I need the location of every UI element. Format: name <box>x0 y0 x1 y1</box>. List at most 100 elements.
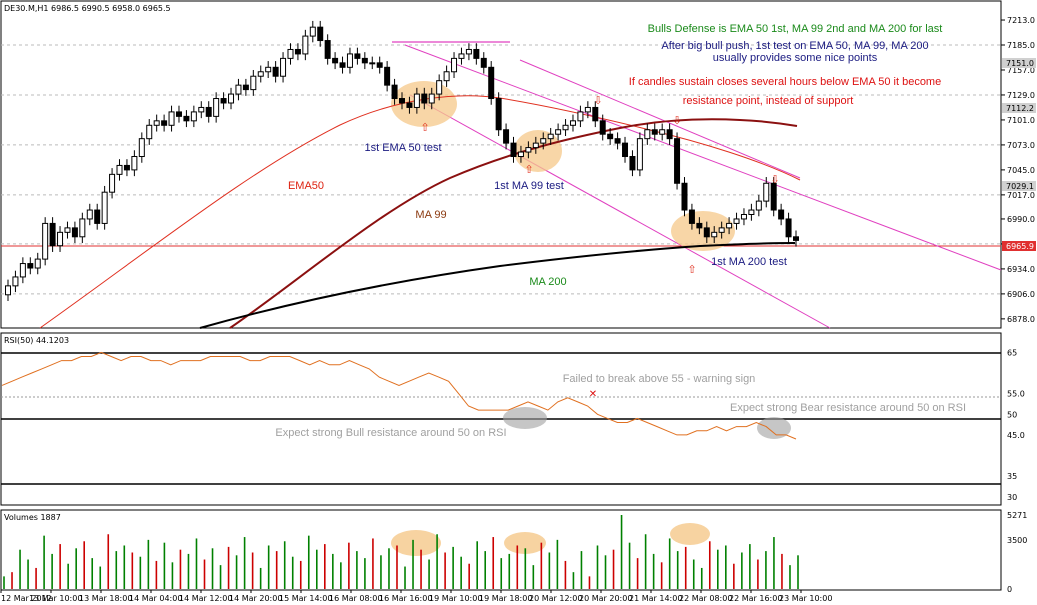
volume-title: Volumes 1887 <box>4 513 61 522</box>
candle-bull <box>755 200 762 211</box>
candle-bull <box>79 218 86 238</box>
rsi-tick-label: 30 <box>1007 493 1017 502</box>
time-tick-label: 14 Mar 20:00 <box>229 594 282 603</box>
price-tag-7029 <box>1002 181 1036 191</box>
candle-bull <box>213 98 220 117</box>
time-tick-label: 23 Mar 10:00 <box>779 594 832 603</box>
price-tick-label: 7157.0 <box>1007 66 1035 75</box>
rsi-tick-label: 55.0 <box>1007 390 1025 399</box>
time-tick-label: 14 Mar 04:00 <box>129 594 182 603</box>
candle-bull <box>265 66 272 73</box>
ma99-line <box>229 118 798 329</box>
candle-bull <box>644 129 651 140</box>
candle-bear <box>793 236 799 241</box>
candle-bear <box>71 227 78 238</box>
price-tag-7029-value: 7029.1 <box>1006 182 1034 191</box>
candle-bear <box>161 120 168 126</box>
candle-bear <box>384 66 391 86</box>
price-tick-label: 7017.0 <box>1007 191 1035 200</box>
down-arrow-icon: ⇩ <box>672 114 681 127</box>
price-tick-label: 6906.0 <box>1007 290 1035 299</box>
candle-bull <box>525 147 532 153</box>
candle-bear <box>607 133 614 140</box>
candle-bull <box>369 62 376 65</box>
candle-bull <box>555 129 562 135</box>
symbol-info: DE30.M,H1 6986.5 6990.5 6958.0 6965.5 <box>4 4 171 13</box>
rsi-tick-label: 50 <box>1007 410 1017 419</box>
candle-bull <box>280 57 287 77</box>
time-tick-label: 19 Mar 10:00 <box>429 594 482 603</box>
candle-bear <box>49 222 56 247</box>
candle-bull <box>577 111 584 122</box>
annotation-resistance-point: resistance point, instead of support <box>683 95 854 107</box>
candle-bull <box>287 48 294 59</box>
candle-bear <box>361 57 368 64</box>
candle-bull <box>659 129 666 135</box>
candle-bear <box>183 115 190 122</box>
ma99-test-highlight <box>514 130 562 172</box>
price-tick-label: 6878.0 <box>1007 315 1035 324</box>
price-tag-7112 <box>1002 103 1036 113</box>
candle-bull <box>12 276 19 287</box>
time-tick-label: 16 Mar 08:00 <box>329 594 382 603</box>
label-ma99-test: 1st MA 99 test <box>494 180 564 192</box>
time-tick-label: 20 Mar 20:00 <box>579 594 632 603</box>
rsi-annotation-bull: Expect strong Bull resistance around 50 … <box>275 427 506 439</box>
candle-bull <box>86 209 93 220</box>
candle-bull <box>19 263 26 278</box>
candle-bear <box>391 84 398 100</box>
candle-bear <box>294 48 301 55</box>
candle-bear <box>510 142 517 158</box>
candle-bull <box>116 164 123 175</box>
candle-bear <box>599 120 606 135</box>
candle-bear <box>205 106 212 117</box>
candle-bear <box>688 209 695 224</box>
rsi-annotation-fail: Failed to break above 55 - warning sign <box>563 373 756 385</box>
time-tick-label: 12 Mar 2012 <box>1 594 52 603</box>
volume-tick-label: 3500 <box>1007 536 1027 545</box>
candle-bear <box>495 98 502 131</box>
candle-bull <box>168 111 175 126</box>
candle-bear <box>778 209 785 220</box>
volume-highlight-3 <box>670 523 710 545</box>
time-tick-label: 13 Mar 18:00 <box>79 594 132 603</box>
rsi-fail-marker-icon: ✕ <box>589 389 597 400</box>
candle-bear <box>332 57 339 64</box>
volume-panel: Volumes 1887 <box>0 509 1002 591</box>
candle-bear <box>488 66 495 100</box>
price-tick-label: 7129.0 <box>1007 91 1035 100</box>
candle-bear <box>339 62 346 68</box>
candle-bear <box>681 182 688 211</box>
candle-bull <box>740 213 747 220</box>
candle-bull <box>458 53 465 59</box>
candle-bear <box>406 102 413 108</box>
time-tick-label: 22 Mar 08:00 <box>679 594 732 603</box>
candle-bull <box>131 156 138 171</box>
candle-bull <box>636 138 643 171</box>
candle-bull <box>57 231 64 247</box>
candle-bull <box>726 222 733 229</box>
candle-bull <box>146 124 153 140</box>
rsi-line <box>1 351 797 440</box>
candle-bull <box>584 106 591 113</box>
candle-bear <box>666 129 673 140</box>
candle-bear <box>242 84 249 91</box>
candle-bull <box>465 48 472 55</box>
down-arrow-icon: ⇩ <box>593 94 602 107</box>
label-ma200: MA 200 <box>529 276 566 288</box>
candle-bear <box>123 164 130 171</box>
current-price-tag <box>1002 241 1036 251</box>
annotation-bull-push: After big bull push, 1st test on EMA 50,… <box>661 40 928 52</box>
candle-bull <box>257 71 264 77</box>
candle-bear <box>272 66 279 77</box>
price-tag-7151-value: 7151.0 <box>1006 59 1034 68</box>
candle-bull <box>718 227 725 233</box>
candle-bear <box>94 209 101 224</box>
rsi-annotation-bear: Expect strong Bear resistance around 50 … <box>730 402 966 414</box>
candle-bear <box>324 40 331 59</box>
candle-bull <box>250 75 257 91</box>
candle-bear <box>703 227 710 238</box>
time-tick-label: 19 Mar 18:00 <box>479 594 532 603</box>
rsi-bear-highlight <box>757 417 791 439</box>
